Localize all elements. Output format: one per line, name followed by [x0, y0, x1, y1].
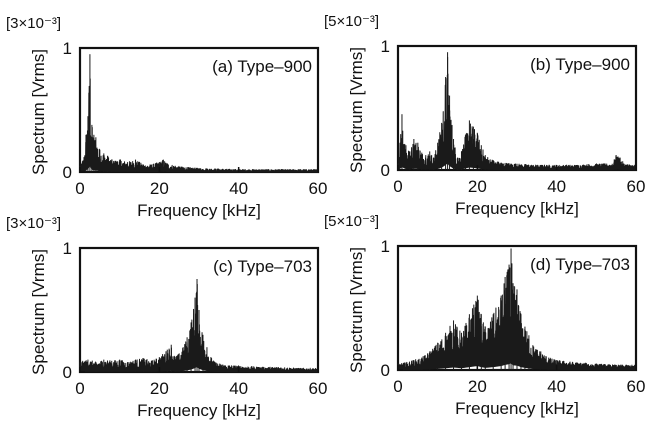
scale-multiplier-label: [3×10⁻³] — [6, 215, 61, 232]
x-tick-label: 60 — [309, 179, 328, 198]
x-axis-label: Frequency [kHz] — [137, 401, 261, 420]
x-tick-label: 60 — [627, 377, 646, 396]
y-tick-label: 1 — [63, 239, 72, 258]
panel-label: (d) Type–703 — [530, 255, 630, 274]
panel-label: (c) Type–703 — [213, 257, 312, 276]
x-axis-label: Frequency [kHz] — [137, 201, 261, 220]
y-tick-label: 1 — [381, 37, 390, 56]
y-axis-label: Spectrum [Vrms] — [347, 47, 366, 173]
x-tick-label: 40 — [547, 177, 566, 196]
scale-multiplier-label: [5×10⁻³] — [324, 13, 379, 30]
y-tick-label: 0 — [381, 361, 390, 380]
spectrum-trace — [79, 78, 319, 173]
spectrum-trace — [397, 56, 637, 171]
x-tick-label: 20 — [468, 377, 487, 396]
y-axis-label: Spectrum [Vrms] — [29, 249, 48, 375]
x-tick-label: 0 — [75, 379, 84, 398]
x-tick-label: 60 — [627, 177, 646, 196]
y-axis-label: Spectrum [Vrms] — [29, 49, 48, 175]
x-tick-label: 0 — [393, 377, 402, 396]
x-tick-label: 40 — [229, 379, 248, 398]
chart-panel-3: 0 20 40 60 0 1 Frequency [kHz] Spectrum [Vrms] [… — [324, 213, 645, 418]
chart-panel-2: 0 20 40 60 0 1 Frequency [kHz] Spectrum [Vrms] [… — [6, 215, 327, 420]
x-tick-label: 60 — [309, 379, 328, 398]
x-tick-label: 40 — [229, 179, 248, 198]
chart-panel-0: 0 20 40 60 0 1 Frequency [kHz] Spectrum [Vrms] [… — [6, 15, 327, 220]
x-tick-label: 40 — [547, 377, 566, 396]
scale-multiplier-label: [5×10⁻³] — [324, 213, 379, 230]
x-tick-label: 20 — [150, 179, 169, 198]
y-tick-label: 0 — [63, 363, 72, 382]
y-tick-label: 0 — [381, 161, 390, 180]
scale-multiplier-label: [3×10⁻³] — [6, 15, 61, 32]
panel-label: (b) Type–900 — [530, 55, 630, 74]
chart-panel-1: 0 20 40 60 0 1 Frequency [kHz] Spectrum [Vrms] [… — [324, 13, 645, 218]
x-axis-label: Frequency [kHz] — [455, 199, 579, 218]
y-tick-label: 0 — [63, 163, 72, 182]
x-tick-label: 0 — [75, 179, 84, 198]
y-tick-label: 1 — [63, 39, 72, 58]
y-axis-label: Spectrum [Vrms] — [347, 247, 366, 373]
x-tick-label: 20 — [150, 379, 169, 398]
x-tick-label: 0 — [393, 177, 402, 196]
x-axis-label: Frequency [kHz] — [455, 399, 579, 418]
y-tick-label: 1 — [381, 237, 390, 256]
x-tick-label: 20 — [468, 177, 487, 196]
panel-label: (a) Type–900 — [212, 57, 312, 76]
